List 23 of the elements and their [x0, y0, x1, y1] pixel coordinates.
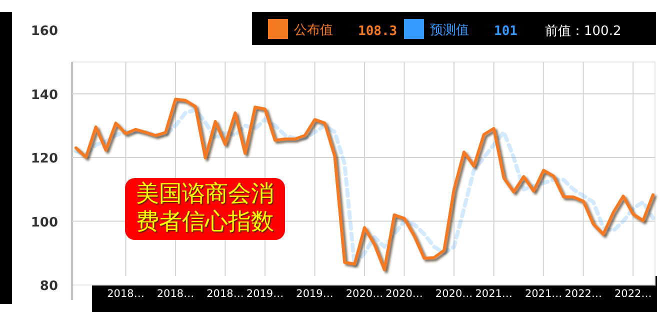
- x-tick-label: 2018…: [107, 288, 144, 300]
- text: 美国谘商会消费者信心指数: [135, 180, 275, 236]
- x-tick-label: 2020…: [386, 288, 423, 300]
- x-tick-label: 2018…: [156, 288, 194, 300]
- legend-label: 公布值: [294, 23, 333, 38]
- x-tick-label: 2020…: [435, 288, 473, 300]
- annotation: 101: [494, 24, 518, 39]
- x-tick-label: 2022…: [614, 288, 652, 300]
- x-tick-label: 2020…: [346, 288, 384, 300]
- x-tick-label: 2021…: [475, 288, 512, 300]
- y-tick-label: 160: [30, 24, 58, 39]
- y-tick-label: 100: [30, 215, 58, 230]
- x-tick-label: 2018…: [206, 288, 244, 300]
- x-tick-label: 2019…: [246, 288, 284, 300]
- y-tick-label: 120: [30, 152, 58, 166]
- annotation: 108.3: [358, 24, 398, 39]
- x-tick-label: 2021…: [524, 288, 562, 300]
- x-tick-label: 2022…: [564, 288, 602, 300]
- legend-label: 预测值: [430, 23, 469, 38]
- y-tick-label: 80: [40, 279, 58, 294]
- x-tick-label: 2019…: [296, 288, 334, 300]
- y-tick-label: 140: [30, 88, 58, 103]
- annotation: 前值：100.2: [545, 24, 622, 39]
